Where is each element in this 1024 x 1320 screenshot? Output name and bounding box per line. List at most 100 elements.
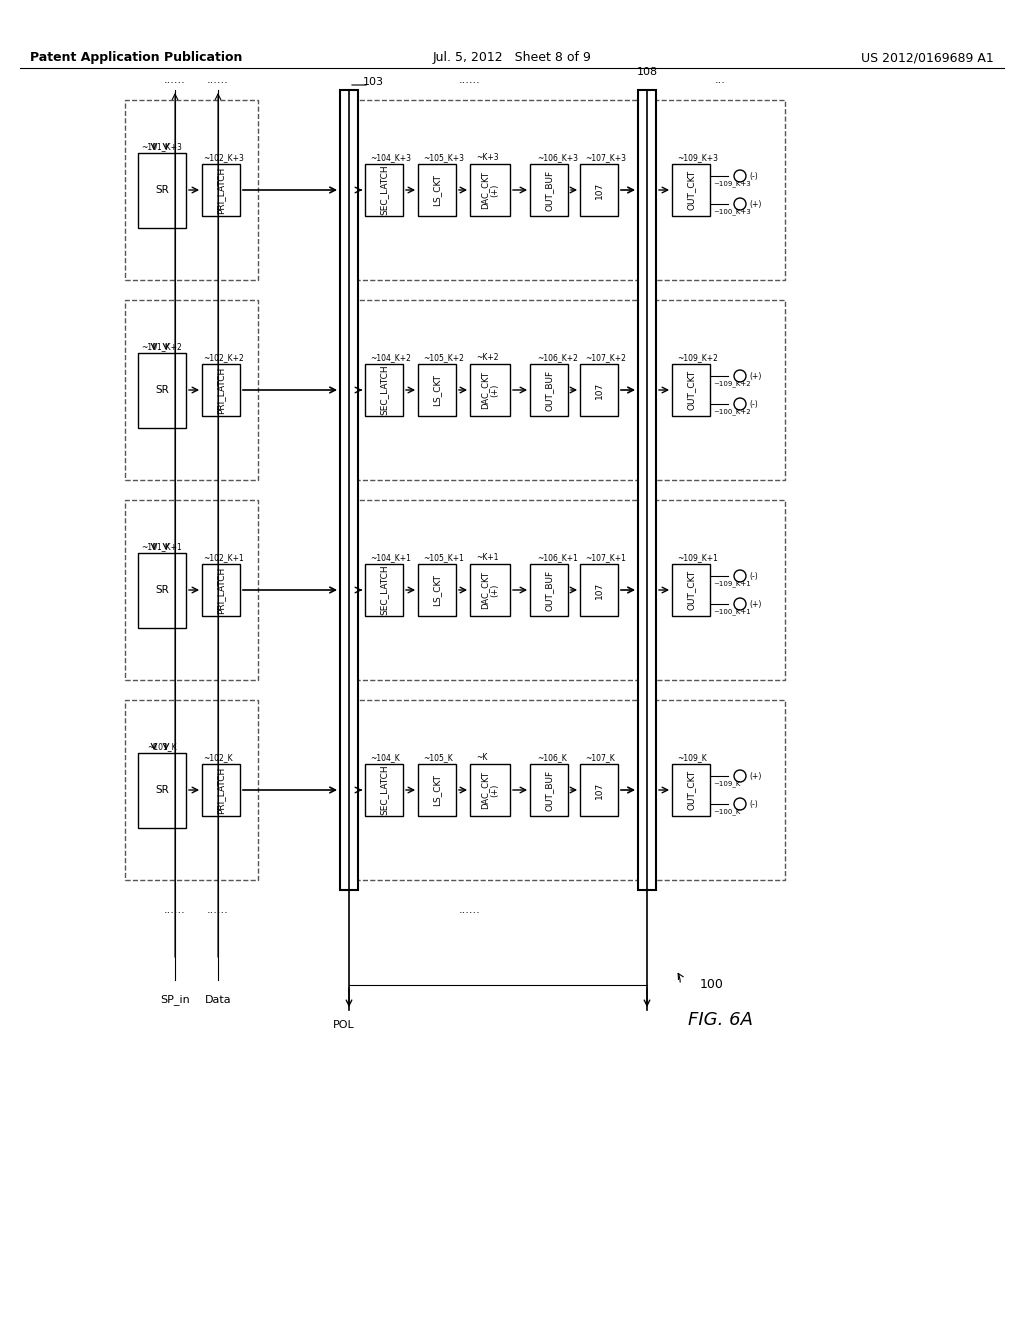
Bar: [470, 364, 510, 416]
Bar: [138, 153, 186, 228]
Bar: [418, 164, 456, 216]
Text: ~109_K+3: ~109_K+3: [677, 153, 718, 162]
Text: ~105_K+1: ~105_K+1: [423, 553, 464, 562]
Text: ~107_K+2: ~107_K+2: [585, 354, 626, 363]
Text: ~109_K+1: ~109_K+1: [713, 581, 751, 587]
Text: ~100_K+3: ~100_K+3: [713, 209, 751, 215]
Bar: [530, 764, 568, 816]
Text: ......: ......: [459, 75, 481, 84]
Text: ~101_K: ~101_K: [147, 742, 177, 751]
Text: POL: POL: [333, 1020, 355, 1030]
Text: ......: ......: [164, 75, 186, 84]
Text: SEC_LATCH: SEC_LATCH: [380, 165, 388, 215]
Text: ~102_K+2: ~102_K+2: [203, 354, 244, 363]
Text: ~109_K+1: ~109_K+1: [677, 553, 718, 562]
Text: (+): (+): [749, 371, 762, 380]
Bar: [138, 352, 186, 428]
Text: OUT_CKT: OUT_CKT: [686, 570, 695, 610]
Bar: [530, 364, 568, 416]
Text: PRI_LATCH: PRI_LATCH: [216, 166, 225, 214]
Text: SR: SR: [155, 185, 169, 195]
Text: ~K+1: ~K+1: [476, 553, 499, 562]
Text: ~105_K+2: ~105_K+2: [423, 354, 464, 363]
Bar: [638, 90, 656, 890]
Text: (-): (-): [749, 172, 758, 181]
Text: SP_in: SP_in: [160, 994, 189, 1006]
Text: ~105_K: ~105_K: [423, 754, 453, 763]
Bar: [138, 752, 186, 828]
Bar: [580, 564, 618, 616]
Text: DAC_CKT
(+): DAC_CKT (+): [480, 371, 500, 409]
Bar: [418, 564, 456, 616]
Text: SEC_LATCH: SEC_LATCH: [380, 764, 388, 816]
Text: OUT_CKT: OUT_CKT: [686, 170, 695, 210]
Text: LS_CKT: LS_CKT: [432, 774, 441, 807]
Text: PRI_LATCH: PRI_LATCH: [216, 566, 225, 614]
Text: ......: ......: [207, 906, 229, 915]
Text: ~105_K+3: ~105_K+3: [423, 153, 464, 162]
Text: ~101_K+2: ~101_K+2: [141, 342, 182, 351]
Text: OUT_CKT: OUT_CKT: [686, 370, 695, 411]
Text: ~100_K: ~100_K: [713, 809, 740, 816]
Text: ......: ......: [207, 75, 229, 84]
Text: 107: 107: [595, 781, 603, 799]
Text: OUT_BUF: OUT_BUF: [545, 370, 554, 411]
Text: ~109_K: ~109_K: [713, 780, 740, 787]
Text: OUT_BUF: OUT_BUF: [545, 169, 554, 211]
Text: LS_CKT: LS_CKT: [432, 374, 441, 407]
Bar: [470, 564, 510, 616]
Text: PRI_LATCH: PRI_LATCH: [216, 767, 225, 813]
Text: Jul. 5, 2012   Sheet 8 of 9: Jul. 5, 2012 Sheet 8 of 9: [432, 51, 592, 65]
Text: ~101_K+3: ~101_K+3: [141, 143, 182, 152]
Bar: [580, 164, 618, 216]
Text: SR: SR: [155, 585, 169, 595]
Text: ~107_K: ~107_K: [585, 754, 614, 763]
Bar: [418, 364, 456, 416]
Text: 107: 107: [595, 181, 603, 198]
Bar: [418, 764, 456, 816]
Text: (+): (+): [749, 771, 762, 780]
Bar: [672, 564, 710, 616]
Bar: [365, 564, 403, 616]
Bar: [355, 700, 785, 880]
Text: ~K: ~K: [476, 754, 487, 763]
Text: ~106_K: ~106_K: [537, 754, 566, 763]
Text: (-): (-): [749, 800, 758, 808]
Text: OUT_BUF: OUT_BUF: [545, 770, 554, 810]
Text: LS_CKT: LS_CKT: [432, 174, 441, 206]
Text: OUT_CKT: OUT_CKT: [686, 770, 695, 810]
Bar: [125, 100, 258, 280]
Text: ...: ...: [715, 75, 725, 84]
Text: SEC_LATCH: SEC_LATCH: [380, 565, 388, 615]
Text: ~104_K+2: ~104_K+2: [370, 354, 411, 363]
Text: DAC_CKT
(+): DAC_CKT (+): [480, 771, 500, 809]
Text: Data: Data: [205, 995, 231, 1005]
Bar: [125, 700, 258, 880]
Text: ~101_K+1: ~101_K+1: [141, 543, 182, 552]
Text: ~K+3: ~K+3: [476, 153, 499, 162]
Text: ~104_K: ~104_K: [370, 754, 399, 763]
Bar: [202, 164, 240, 216]
Bar: [672, 764, 710, 816]
Text: (+): (+): [749, 199, 762, 209]
Text: ~109_K+3: ~109_K+3: [713, 181, 751, 187]
Text: (-): (-): [749, 572, 758, 581]
Text: ~106_K+3: ~106_K+3: [537, 153, 578, 162]
Text: DAC_CKT
(+): DAC_CKT (+): [480, 572, 500, 609]
Text: (-): (-): [749, 400, 758, 408]
Text: ~104_K+3: ~104_K+3: [370, 153, 411, 162]
Text: ~107_K+1: ~107_K+1: [585, 553, 626, 562]
Text: PRI_LATCH: PRI_LATCH: [216, 367, 225, 413]
Bar: [340, 90, 358, 890]
Text: (+): (+): [749, 599, 762, 609]
Text: ~104_K+1: ~104_K+1: [370, 553, 411, 562]
Bar: [125, 500, 258, 680]
Bar: [355, 500, 785, 680]
Text: FIG. 6A: FIG. 6A: [687, 1011, 753, 1030]
Bar: [202, 564, 240, 616]
Text: US 2012/0169689 A1: US 2012/0169689 A1: [861, 51, 994, 65]
Bar: [530, 164, 568, 216]
Text: 107: 107: [595, 581, 603, 599]
Text: ~102_K+1: ~102_K+1: [203, 553, 244, 562]
Bar: [202, 364, 240, 416]
